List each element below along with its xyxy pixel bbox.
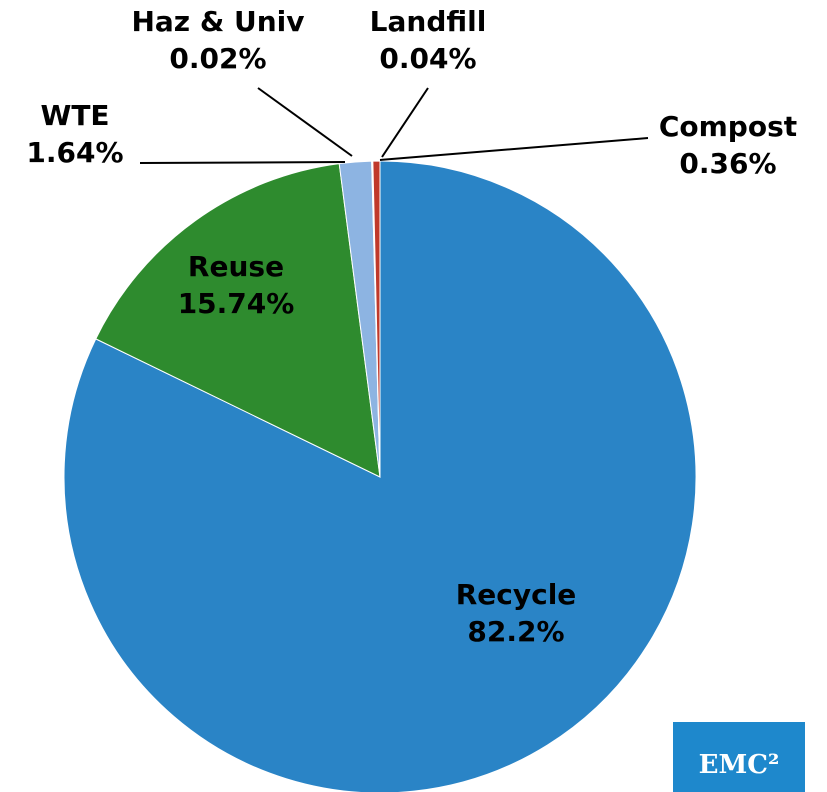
slice-value: 82.2% [467, 615, 564, 648]
labels: Recycle 82.2% Reuse 15.74% WTE 1.64% Haz & Uni… [26, 5, 797, 648]
slice-label: Recycle [456, 578, 577, 611]
slice-value: 15.74% [178, 287, 295, 320]
slice-label: Compost [659, 110, 797, 143]
slice-value: 0.02% [169, 42, 266, 75]
leader-line [379, 137, 649, 161]
leader-lines [139, 87, 649, 164]
slice-label: WTE [40, 99, 109, 132]
slice-value: 1.64% [26, 136, 123, 169]
leader-line [381, 87, 429, 158]
slice [372, 160, 381, 478]
leader-line [257, 87, 353, 157]
leader-line [139, 161, 346, 164]
slice-label: Reuse [188, 250, 284, 283]
logo-box [673, 722, 805, 792]
pie [63, 160, 697, 792]
logo: EMC² [699, 750, 780, 780]
slice-value: 0.04% [379, 42, 476, 75]
slice-label: Landfill [370, 5, 487, 38]
slice-value: 0.36% [679, 147, 776, 180]
slice [95, 163, 381, 478]
slice-label: Haz & Univ [131, 5, 304, 38]
